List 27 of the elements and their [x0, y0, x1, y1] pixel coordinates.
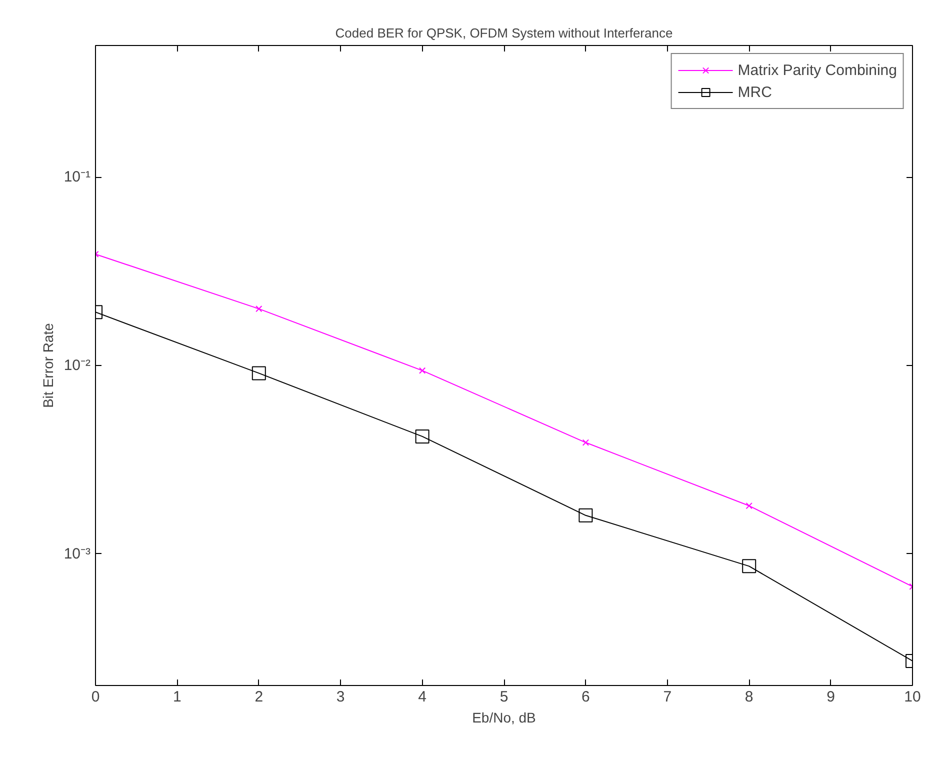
x-tick-label: 6: [582, 688, 590, 706]
x-tick-label: 3: [336, 688, 345, 706]
y-tick-label: 10⁻²: [64, 357, 91, 374]
x-tick-label: 5: [500, 688, 508, 706]
x-tick-label: 8: [744, 688, 754, 706]
x-tick-label: 1: [173, 688, 182, 706]
point: [415, 429, 430, 444]
x-tick-label: 4: [418, 688, 426, 706]
legend-label: Matrix Parity Combining: [738, 62, 897, 78]
x-tick-label: 2: [254, 688, 264, 706]
y-tick-label: 10⁻³: [64, 545, 91, 562]
point: [742, 559, 756, 574]
point: [746, 502, 752, 510]
x-tick-label: 7: [663, 688, 672, 706]
chart-title: Coded BER for QPSK, OFDM System without Interferance: [335, 26, 673, 40]
x-tick-label: 9: [826, 688, 835, 706]
point: [582, 439, 590, 446]
x-tick-label: 10: [904, 688, 921, 706]
x-axis-title: Eb/No, dB: [472, 710, 536, 726]
y-axis-title: Bit Error Rate: [40, 322, 56, 408]
legend-label: MRC: [738, 84, 772, 100]
point: [256, 305, 262, 312]
point: [252, 366, 266, 380]
point: [418, 367, 426, 374]
y-tick-label: 10⁻¹: [64, 168, 91, 186]
x-tick-label: 0: [91, 688, 100, 706]
point: [578, 508, 593, 522]
